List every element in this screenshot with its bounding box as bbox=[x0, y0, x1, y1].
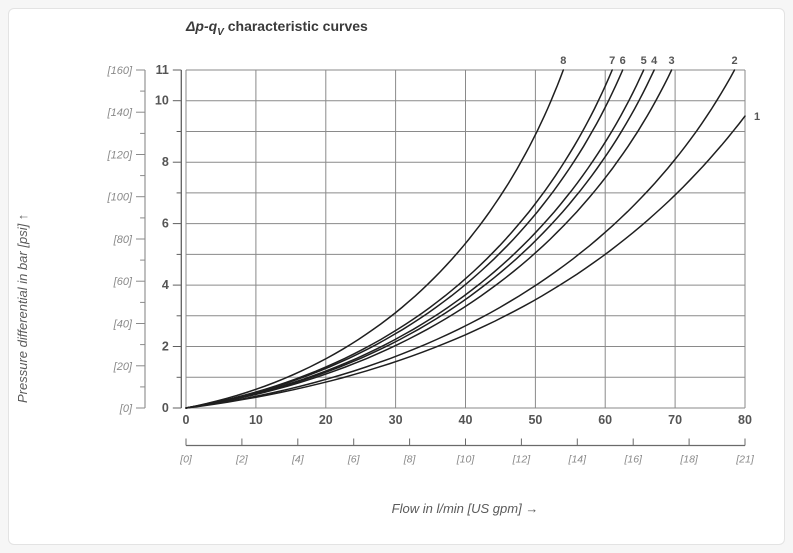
svg-text:[18]: [18] bbox=[679, 454, 699, 466]
svg-text:[120]: [120] bbox=[107, 150, 133, 162]
svg-text:2: 2 bbox=[731, 55, 737, 67]
svg-text:[2]: [2] bbox=[235, 454, 249, 466]
svg-text:8: 8 bbox=[162, 155, 169, 169]
svg-text:40: 40 bbox=[459, 413, 473, 427]
svg-text:4: 4 bbox=[651, 55, 658, 67]
svg-text:[160]: [160] bbox=[107, 65, 133, 77]
svg-text:80: 80 bbox=[738, 413, 752, 427]
svg-text:11: 11 bbox=[156, 63, 169, 77]
svg-text:[10]: [10] bbox=[456, 454, 476, 466]
svg-text:[12]: [12] bbox=[512, 454, 532, 466]
svg-text:0: 0 bbox=[162, 401, 169, 415]
svg-text:[100]: [100] bbox=[107, 192, 133, 204]
svg-text:7: 7 bbox=[609, 55, 615, 67]
svg-text:[14]: [14] bbox=[568, 454, 588, 466]
svg-text:[0]: [0] bbox=[179, 454, 193, 466]
svg-text:30: 30 bbox=[389, 413, 403, 427]
svg-text:60: 60 bbox=[598, 413, 612, 427]
svg-text:2: 2 bbox=[162, 340, 169, 354]
svg-text:4: 4 bbox=[162, 278, 169, 292]
svg-text:[140]: [140] bbox=[107, 107, 133, 119]
svg-text:1: 1 bbox=[754, 111, 760, 123]
svg-text:3: 3 bbox=[669, 55, 675, 67]
svg-text:50: 50 bbox=[528, 413, 542, 427]
svg-text:[21]: [21] bbox=[735, 454, 755, 466]
svg-text:[60]: [60] bbox=[113, 276, 133, 288]
svg-text:0: 0 bbox=[183, 413, 190, 427]
svg-text:[4]: [4] bbox=[291, 454, 305, 466]
svg-text:[80]: [80] bbox=[113, 234, 133, 246]
svg-text:[16]: [16] bbox=[623, 454, 643, 466]
svg-text:[20]: [20] bbox=[113, 361, 133, 373]
svg-text:10: 10 bbox=[155, 94, 169, 108]
svg-text:[0]: [0] bbox=[119, 403, 133, 415]
svg-text:10: 10 bbox=[249, 413, 263, 427]
svg-text:70: 70 bbox=[668, 413, 682, 427]
svg-text:[40]: [40] bbox=[113, 319, 133, 331]
svg-text:20: 20 bbox=[319, 413, 333, 427]
svg-text:6: 6 bbox=[620, 55, 626, 67]
svg-text:[8]: [8] bbox=[403, 454, 417, 466]
svg-text:[6]: [6] bbox=[347, 454, 361, 466]
svg-text:8: 8 bbox=[560, 55, 566, 67]
svg-text:5: 5 bbox=[641, 55, 647, 67]
svg-text:6: 6 bbox=[162, 217, 169, 231]
